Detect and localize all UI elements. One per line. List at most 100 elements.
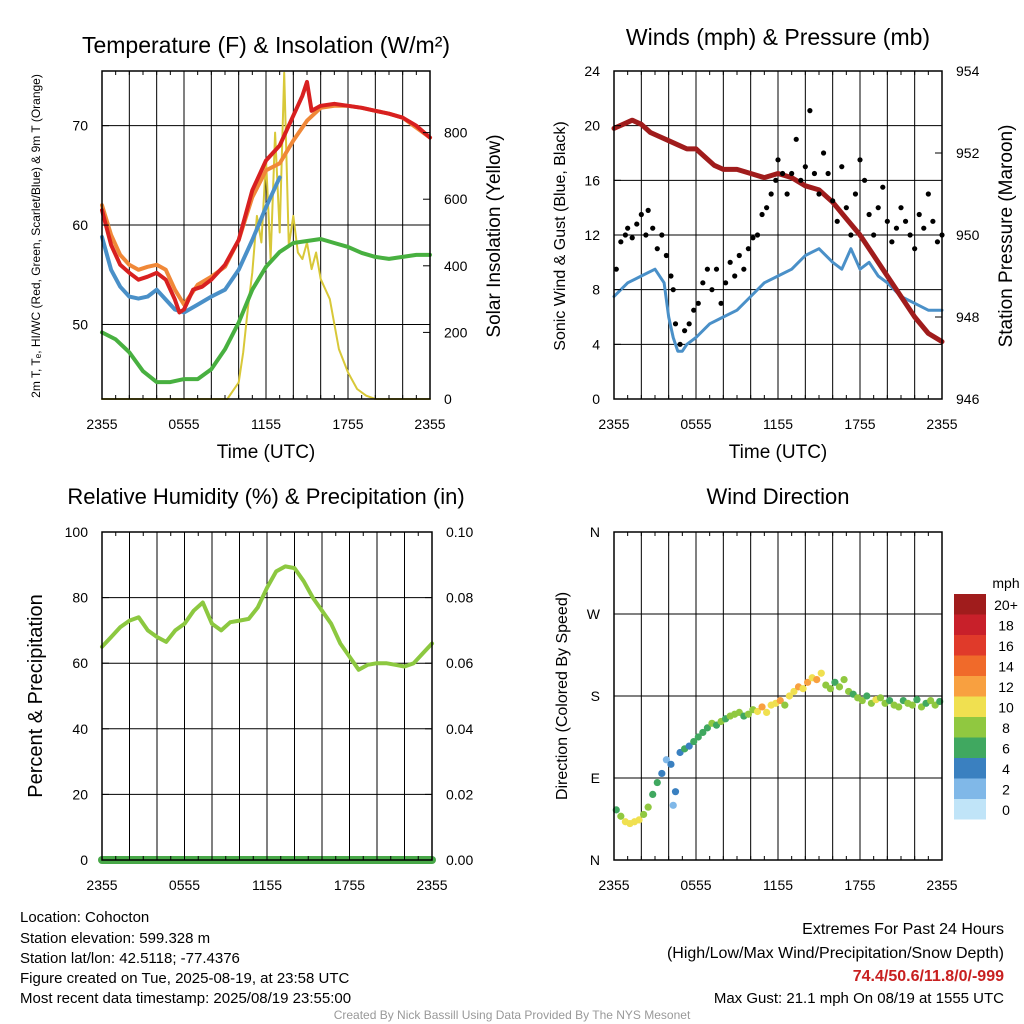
- station-info: Location: Cohocton Station elevation: 59…: [20, 909, 351, 1007]
- rh-ytick-label: 0: [80, 852, 88, 868]
- gust-point: [672, 321, 679, 327]
- wind-series: [611, 108, 945, 353]
- direction-point: [699, 728, 707, 737]
- gust-point: [852, 191, 859, 197]
- legend-swatch: [954, 799, 986, 820]
- legend-swatch: [954, 717, 986, 738]
- gust-point: [789, 170, 795, 177]
- gust-point: [718, 300, 724, 306]
- direction-point: [635, 816, 643, 824]
- rh-xtick-label: 1155: [252, 877, 282, 893]
- extremes-title: Extremes For Past 24 Hours: [802, 921, 1004, 938]
- gust-point: [848, 232, 854, 238]
- wind-ytick-label: 8: [592, 282, 600, 298]
- legend-swatch: [954, 676, 986, 697]
- gust-point: [618, 239, 624, 245]
- gust-point: [875, 205, 881, 211]
- direction-point: [662, 756, 670, 764]
- direction-point: [703, 724, 711, 732]
- legend-label: 10: [998, 700, 1014, 716]
- wind-line: [612, 247, 944, 353]
- legend-label: 18: [998, 618, 1014, 634]
- direction-point: [763, 708, 771, 717]
- direction-point: [658, 769, 666, 778]
- rh-ytick-right-label: 0.00: [446, 852, 473, 868]
- temp-ytick-label: 60: [72, 217, 88, 233]
- gust-point: [625, 225, 631, 231]
- gust-point: [912, 246, 918, 252]
- direction-point: [813, 676, 821, 684]
- legend-label: 16: [998, 638, 1014, 654]
- temp-grid: [102, 71, 430, 399]
- rh-ylabel-left: Percent & Precipitation: [25, 594, 47, 797]
- gust-point: [802, 164, 808, 170]
- gust-point: [916, 211, 922, 218]
- rh-ytick-label: 80: [72, 590, 88, 606]
- wind-ytick-right-label: 948: [956, 309, 980, 325]
- temp-ytick-right-label: 0: [444, 391, 452, 407]
- legend-label: 4: [1002, 761, 1010, 777]
- gust-point: [659, 232, 665, 238]
- dir-legend-title: mph: [992, 575, 1019, 591]
- gust-point: [807, 108, 813, 114]
- info-created: Figure created on Tue, 2025-08-19, at 23…: [20, 970, 350, 987]
- rh-ytick-right-label: 0.10: [446, 524, 473, 540]
- gust-point: [775, 157, 781, 163]
- rh-line: [100, 564, 434, 672]
- gust-point: [784, 191, 790, 197]
- gust-point: [682, 328, 688, 334]
- gust-point: [654, 246, 660, 252]
- wind-ytick-label: 0: [592, 391, 600, 407]
- direction-point: [913, 696, 921, 704]
- direction-point: [826, 685, 834, 693]
- rh-title: Relative Humidity (%) & Precipitation (i…: [67, 484, 464, 509]
- legend-swatch: [954, 655, 986, 676]
- legend-label: 8: [1002, 720, 1010, 736]
- rh-xtick-label: 0555: [169, 877, 200, 893]
- direction-point: [831, 678, 839, 686]
- info-recent: Most recent data timestamp: 2025/08/19 2…: [20, 990, 351, 1007]
- wind-xtick-label: 1755: [844, 416, 875, 432]
- gust-point: [889, 239, 895, 245]
- wind-ytick-label: 16: [584, 172, 600, 188]
- rh-xtick-label: 2355: [416, 877, 447, 893]
- extremes-values: 74.4/50.6/11.8/0/-999: [853, 968, 1004, 985]
- dir-ytick-label: E: [591, 770, 600, 786]
- gust-point: [793, 136, 799, 142]
- info-location: Location: Cohocton: [20, 909, 149, 926]
- rh-ytick-label: 40: [72, 721, 88, 737]
- dir-xtick-label: 2355: [598, 877, 629, 893]
- direction-point: [653, 778, 661, 787]
- temp-xtick-label: 1155: [251, 416, 281, 432]
- legend-label: 12: [998, 679, 1014, 695]
- temp-ytick-right-label: 200: [444, 324, 468, 340]
- gust-point: [613, 266, 619, 272]
- wind-xtick-label: 1155: [763, 416, 793, 432]
- direction-point: [817, 669, 825, 677]
- direction-point: [886, 696, 894, 705]
- direction-point: [799, 685, 807, 693]
- pressure-line: [611, 117, 945, 345]
- direction-point: [667, 760, 675, 768]
- gust-point: [871, 232, 877, 238]
- legend-label: 20+: [994, 597, 1018, 613]
- temp-ytick-right-label: 400: [444, 258, 468, 274]
- wind-xtick-label: 2355: [926, 416, 957, 432]
- rh-grid: [102, 531, 432, 861]
- direction-point: [781, 701, 789, 709]
- temp-title: Temperature (F) & Insolation (W/m²): [82, 32, 450, 58]
- gust-point: [830, 198, 836, 204]
- gust-point: [741, 266, 747, 272]
- gust-point: [880, 184, 886, 190]
- gust-point: [902, 218, 909, 224]
- direction-point: [685, 742, 693, 750]
- rh-ytick-label: 20: [72, 786, 88, 802]
- direction-point: [694, 733, 702, 741]
- temp-xtick-label: 2355: [86, 416, 117, 432]
- gust-point: [736, 252, 742, 259]
- temp-ylabel-right: Solar Insolation (Yellow): [484, 134, 505, 337]
- dir-ytick-label: S: [591, 688, 600, 704]
- rh-ytick-label: 100: [65, 524, 89, 540]
- extremes-subtitle: (High/Low/Max Wind/Precipitation/Snow De…: [667, 945, 1004, 962]
- dewpoint-line: [100, 237, 432, 385]
